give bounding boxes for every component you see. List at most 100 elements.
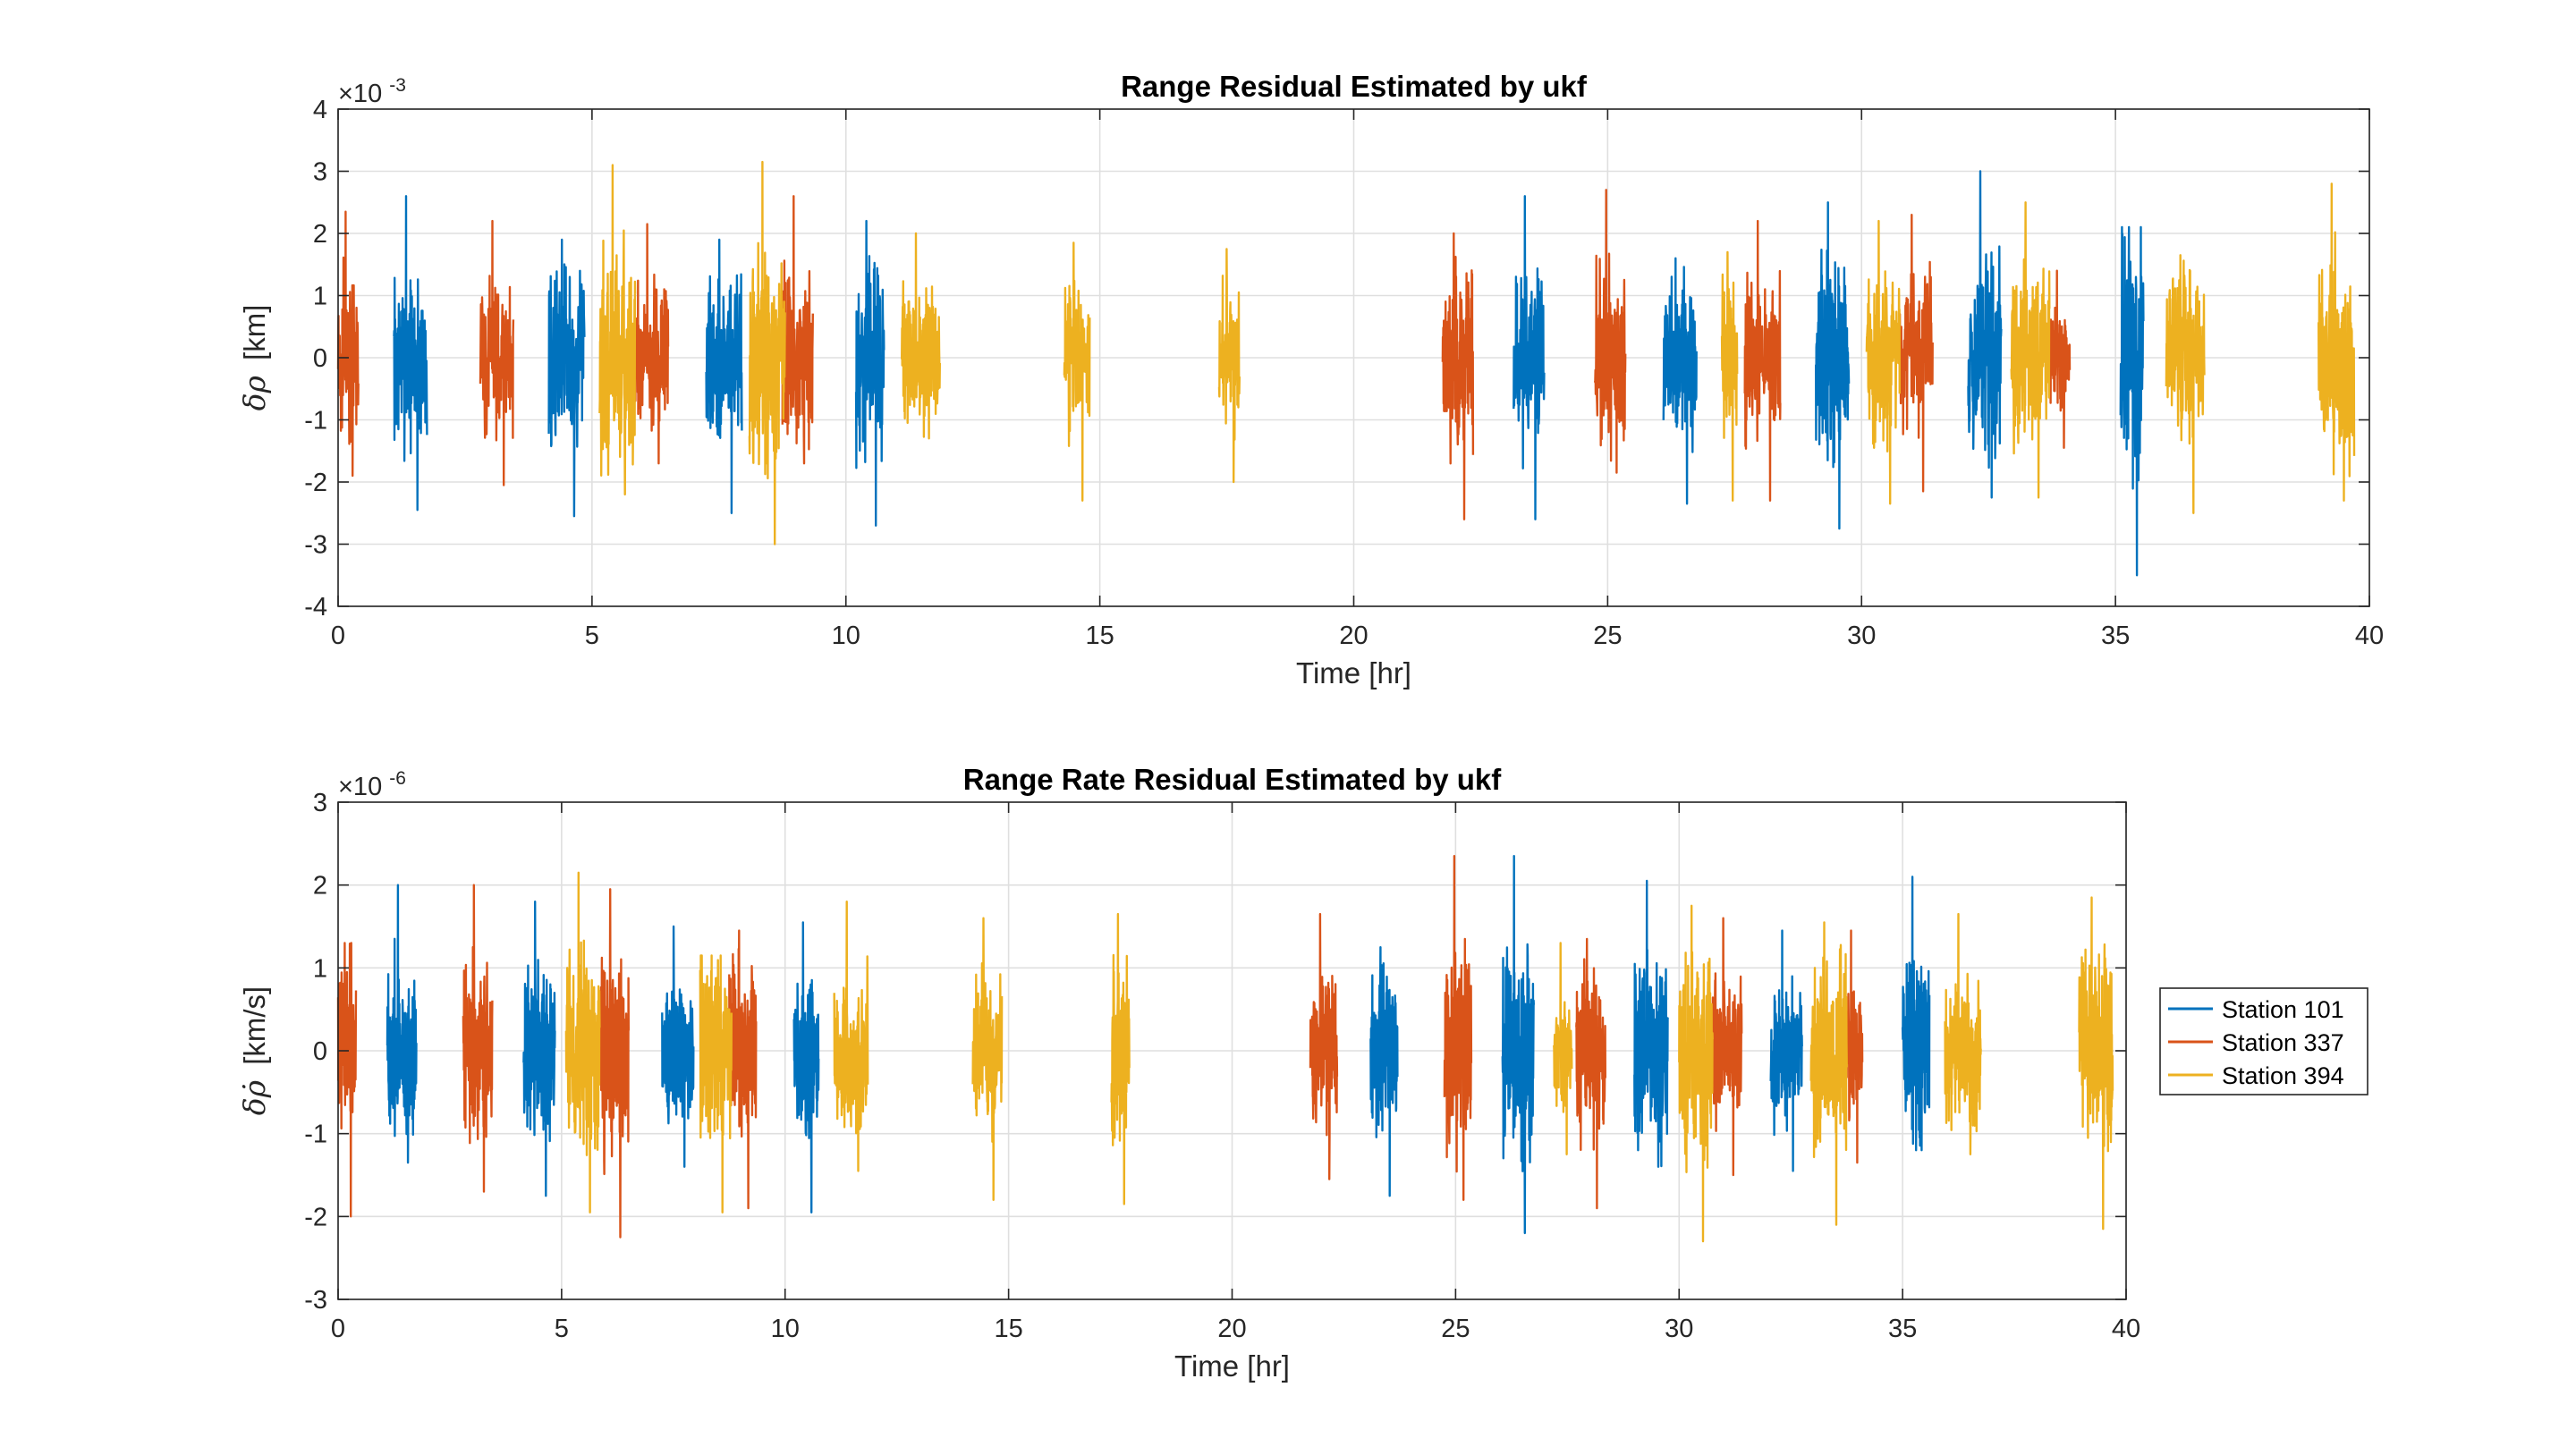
y-tick-label: -1 <box>304 407 327 436</box>
pass-trace <box>1575 937 1606 1210</box>
pass-trace <box>1110 912 1131 1205</box>
pass-trace <box>854 219 886 527</box>
pass-trace <box>386 884 418 1164</box>
legend-item-station-101: Station 101 <box>2168 996 2344 1023</box>
legend-label: Station 394 <box>2222 1062 2344 1089</box>
pass-trace <box>462 884 494 1193</box>
pass-trace <box>748 160 786 546</box>
x-tick-label: 10 <box>771 1315 800 1343</box>
y-tick-label: -2 <box>304 1203 327 1231</box>
x-tick-label: 20 <box>1339 622 1368 650</box>
pass-trace <box>661 925 695 1168</box>
x-tick-label: 0 <box>331 622 345 650</box>
pass-trace <box>336 942 358 1218</box>
pass-trace <box>2010 201 2051 499</box>
series-station-101 <box>393 170 2145 577</box>
pass-trace <box>1901 875 1931 1152</box>
legend: Station 101 Station 337 Station 394 <box>2159 987 2368 1095</box>
y-tick-label: 1 <box>313 283 327 311</box>
y-tick-label: 1 <box>313 954 327 983</box>
series-station-394 <box>564 871 2114 1243</box>
legend-label: Station 101 <box>2222 996 2344 1023</box>
pass-trace <box>833 901 869 1172</box>
pass-trace <box>2048 269 2072 449</box>
x-tick-label: 5 <box>585 622 599 650</box>
chart-title: Range Rate Residual Estimated by ukf <box>963 763 1503 796</box>
series-station-337 <box>336 189 2072 520</box>
pass-trace <box>2078 896 2114 1231</box>
pass-trace <box>564 871 601 1214</box>
exponent-power: -3 <box>389 75 406 96</box>
y-tick-label: -2 <box>304 469 327 497</box>
y-axis-symbol: δρ <box>237 376 272 411</box>
pass-trace <box>699 954 733 1214</box>
pass-trace <box>1809 921 1848 1226</box>
pass-trace <box>792 921 820 1214</box>
x-axis-label: Time [hr] <box>1174 1349 1290 1383</box>
pass-trace <box>1662 257 1698 505</box>
series-station-394 <box>598 160 2356 546</box>
x-tick-label: 15 <box>994 1315 1022 1343</box>
x-tick-label: 5 <box>555 1315 569 1343</box>
pass-trace <box>728 929 758 1210</box>
y-axis-unit: [km] <box>238 305 271 360</box>
plot-area <box>336 855 2114 1243</box>
y-tick-label: -1 <box>304 1121 327 1149</box>
tick-labels: 0 5 10 15 20 25 30 35 40 -3 -2 -1 0 1 2 3 <box>304 789 2140 1343</box>
pass-trace <box>479 219 515 486</box>
pass-trace <box>705 238 743 514</box>
x-tick-label: 10 <box>832 622 860 650</box>
x-tick-label: 25 <box>1441 1315 1470 1343</box>
tick-marks <box>337 801 2127 1300</box>
pass-trace <box>2119 225 2145 577</box>
pass-trace <box>2318 182 2356 502</box>
pass-trace <box>1633 879 1669 1168</box>
x-tick-label: 30 <box>1665 1315 1693 1343</box>
tick-labels: 0 5 10 15 20 25 30 35 40 -4 -3 -2 -1 0 1 2 3 4 <box>304 96 2384 650</box>
y-axis-label: δρ [km] <box>237 305 272 411</box>
y-axis-exponent: ×10 -3 <box>338 75 406 108</box>
chart-title: Range Residual Estimated by ukf <box>1121 70 1588 103</box>
pass-trace <box>1441 232 1475 520</box>
legend-item-station-337: Station 337 <box>2168 1029 2344 1056</box>
legend-label: Station 337 <box>2222 1029 2344 1056</box>
pass-trace <box>336 210 360 478</box>
exponent-base: ×10 <box>338 773 382 801</box>
pass-trace <box>633 223 670 465</box>
y-tick-label: -3 <box>304 531 327 560</box>
pass-trace <box>1309 912 1339 1180</box>
tick-marks <box>337 108 2370 607</box>
pass-trace <box>1369 946 1399 1197</box>
y-tick-label: -4 <box>304 593 327 622</box>
x-tick-label: 35 <box>2101 622 2130 650</box>
x-tick-label: 15 <box>1085 622 1114 650</box>
x-tick-label: 35 <box>1888 1315 1917 1343</box>
pass-trace <box>1711 917 1743 1177</box>
pass-trace <box>1594 189 1627 474</box>
y-axis-exponent: ×10 -6 <box>338 768 406 801</box>
pass-trace <box>393 195 428 512</box>
pass-trace <box>1944 912 1982 1155</box>
y-axis-symbol: δρ̇ <box>237 1079 272 1115</box>
pass-trace <box>1063 241 1091 502</box>
y-axis-label: δρ̇ [km/s] <box>237 986 272 1115</box>
y-tick-label: 0 <box>313 344 327 373</box>
pass-trace <box>1769 929 1803 1172</box>
pass-trace <box>1865 219 1901 505</box>
x-tick-label: 0 <box>331 1315 345 1343</box>
series-station-337 <box>336 855 1864 1239</box>
pass-trace <box>1678 904 1714 1243</box>
range-residual-axes: 0 5 10 15 20 25 30 35 40 -4 -3 -2 -1 0 1 2 3 4 Range Resi… <box>237 70 2384 689</box>
legend-item-station-394: Station 394 <box>2168 1062 2344 1089</box>
y-tick-label: 4 <box>313 96 327 124</box>
exponent-base: ×10 <box>338 80 382 108</box>
pass-trace <box>971 917 1004 1201</box>
pass-trace <box>1501 855 1535 1235</box>
y-tick-label: 3 <box>313 789 327 817</box>
pass-trace <box>547 238 586 518</box>
pass-trace <box>522 901 556 1197</box>
pass-trace <box>1513 195 1546 520</box>
pass-trace <box>598 888 630 1239</box>
y-axis-unit: [km/s] <box>238 986 271 1065</box>
range-rate-residual-axes: 0 5 10 15 20 25 30 35 40 -3 -2 -1 0 1 2 3 Range Rate Re… <box>237 763 2368 1383</box>
